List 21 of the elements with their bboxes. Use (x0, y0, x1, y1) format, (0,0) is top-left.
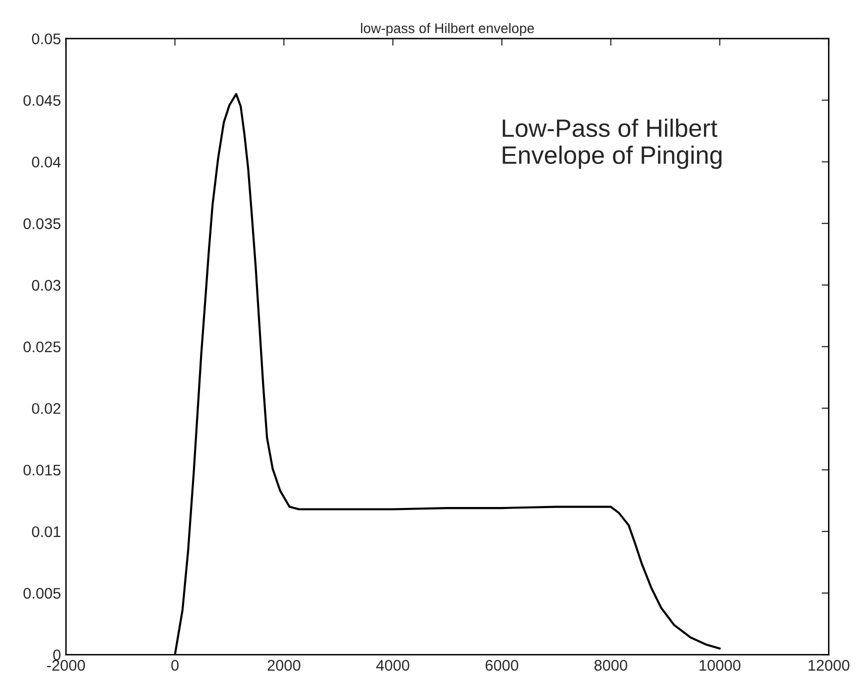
x-tick-label: 0 (171, 660, 179, 671)
y-tick-label: 0.005 (23, 588, 60, 599)
y-tick-label: 0.05 (32, 33, 60, 44)
x-tick-label: 4000 (376, 660, 410, 671)
x-tick-label: 8000 (594, 660, 628, 671)
y-tick-label: 0.015 (23, 464, 60, 476)
x-tick-label: 6000 (486, 660, 518, 671)
y-tick-label: 0.035 (23, 218, 60, 230)
x-tick-label: 12000 (808, 660, 850, 671)
chart-title: low-pass of Hilbert envelope (361, 22, 534, 36)
x-tick-label: 2000 (268, 660, 300, 671)
x-tick-label: 10000 (700, 660, 740, 671)
y-tick-label: 0.02 (32, 403, 60, 414)
annotation: Low-Pass of Hilbert Envelope of Pinging (502, 118, 722, 169)
y-tick-label: 0.01 (32, 526, 60, 538)
y-tick-label: 0 (53, 650, 61, 660)
y-tick-label: 0.03 (32, 280, 60, 291)
y-tick-label: 0.04 (32, 156, 61, 168)
y-tick-label: 0.045 (23, 95, 60, 106)
y-tick-label: 0.025 (23, 341, 60, 352)
x-tick-label: -2000 (47, 660, 85, 671)
